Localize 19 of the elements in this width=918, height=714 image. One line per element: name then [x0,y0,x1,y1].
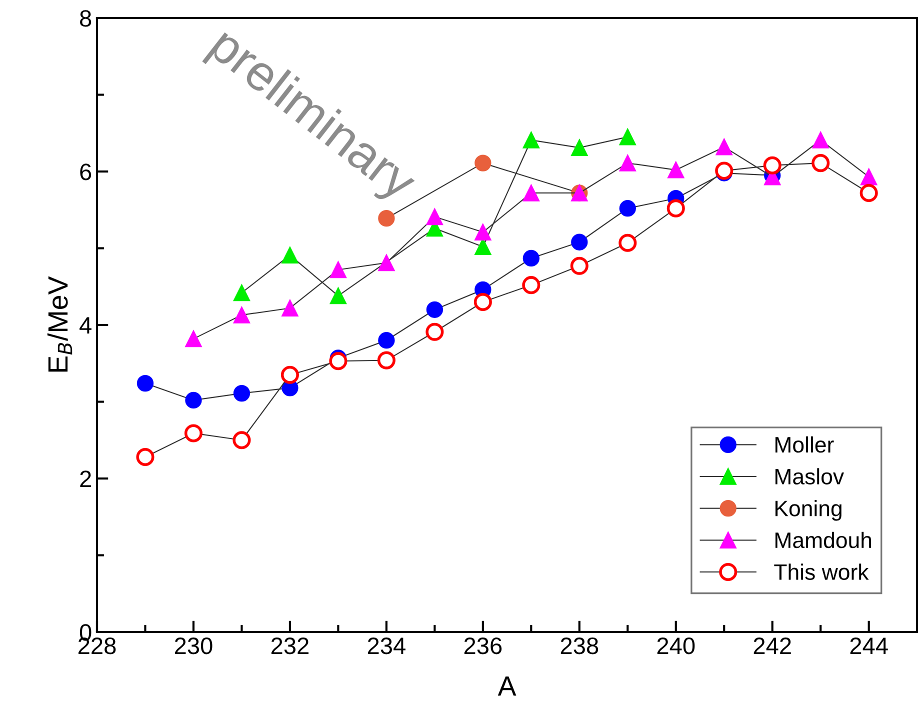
legend-label: Koning [775,500,842,521]
x-tick-label: 238 [560,637,598,654]
y-tick-label: 4 [80,317,92,334]
x-tick-label: 232 [271,637,308,654]
x-tick-label: 234 [368,637,406,654]
x-tick-label: 240 [657,637,695,654]
y-axis-title: E$_{B}$/MeV [47,276,72,372]
legend-label: Mamdouh [775,532,872,548]
x-tick-label: 236 [464,637,502,654]
legend-label: Moller [775,436,834,453]
x-tick-label: 244 [850,637,888,654]
y-tick-label: 8 [80,10,92,27]
x-axis-title: A [498,676,516,696]
y-tick-label: 6 [80,164,92,180]
legend-label: This work [774,564,869,580]
y-tick-label: 2 [80,470,91,488]
legend-label: Maslov [775,468,844,484]
x-tick-label: 242 [754,637,791,654]
x-tick-label: 230 [174,637,212,654]
